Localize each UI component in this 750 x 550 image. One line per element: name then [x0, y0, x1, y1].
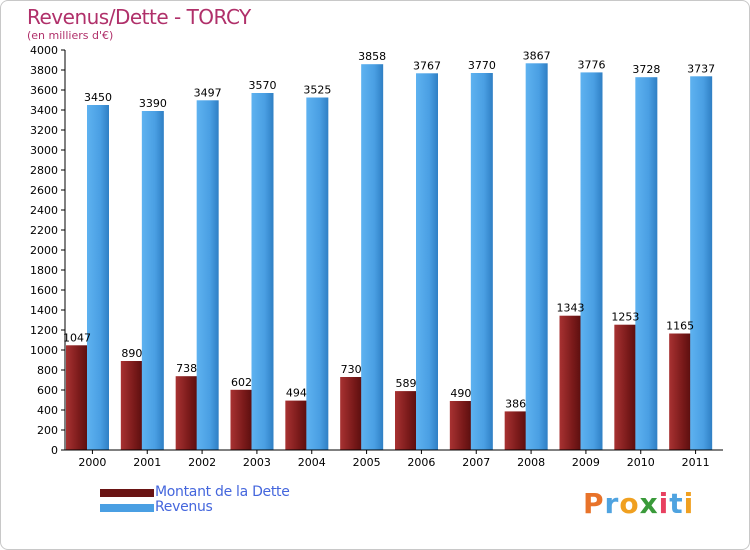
- data-label-debt-2008: 386: [505, 397, 526, 410]
- chart-title: Revenus/Dette - TORCY: [27, 5, 251, 29]
- legend-swatch-revenue: [100, 504, 154, 512]
- logo-letter: x: [639, 487, 659, 520]
- y-tick-label: 3800: [30, 64, 58, 77]
- bar-revenue-2010: [635, 77, 658, 450]
- y-tick-label: 2800: [30, 164, 58, 177]
- data-label-revenue-2005: 3858: [358, 50, 386, 63]
- y-tick-label: 2200: [30, 224, 58, 237]
- x-axis: 2000 2001 2002 2003 2004 2005 2006 2007 2008 2009…: [65, 449, 723, 469]
- logo-letter: r: [604, 487, 620, 520]
- data-label-debt-2011: 1165: [666, 320, 694, 333]
- y-tick-label: 2600: [30, 184, 58, 197]
- data-label-revenue-2007: 3770: [468, 59, 496, 72]
- y-tick-label: 3600: [30, 84, 58, 97]
- bar-debt-2010: [614, 324, 637, 450]
- data-label-revenue-2008: 3867: [523, 49, 551, 62]
- bar-debt-2006: [395, 391, 417, 450]
- bar-debt-2007: [449, 401, 472, 450]
- bar-debt-2009: [559, 315, 582, 450]
- legend-label-debt: Montant de la Dette: [155, 484, 290, 500]
- y-tick-label: 3400: [30, 104, 58, 117]
- bar-revenue-2011: [690, 76, 713, 451]
- data-label-revenue-2009: 3776: [578, 58, 606, 71]
- x-tick-label-2003: 2003: [243, 456, 271, 469]
- bar-debt-2005: [340, 377, 363, 450]
- y-tick-label: 600: [37, 384, 58, 397]
- bar-revenue-2003: [251, 93, 274, 450]
- bar-debt-2000: [66, 345, 88, 450]
- x-tick-label-2008: 2008: [517, 456, 545, 469]
- bar-revenue-2009: [580, 72, 603, 451]
- bars: 1047 3450 890 3390 738 3497 602 3570 494 3525 730 3…: [63, 49, 715, 451]
- data-label-debt-2007: 490: [450, 387, 471, 400]
- y-tick-label: 4000: [30, 44, 58, 57]
- y-tick-label: 1200: [30, 324, 58, 337]
- y-tick-label: 1400: [30, 304, 58, 317]
- data-label-debt-2004: 494: [286, 387, 307, 400]
- bar-revenue-2005: [361, 64, 384, 450]
- bar-revenue-2000: [87, 105, 109, 450]
- x-tick-label-2006: 2006: [407, 456, 435, 469]
- data-label-revenue-2004: 3525: [303, 84, 331, 97]
- data-label-debt-2009: 1343: [557, 302, 585, 315]
- bar-debt-2003: [230, 389, 253, 450]
- x-tick-label-2005: 2005: [353, 456, 381, 469]
- legend-swatch-debt: [100, 489, 154, 497]
- data-label-debt-2005: 730: [341, 363, 362, 376]
- logo-letter: i: [683, 487, 695, 520]
- bar-revenue-2002: [196, 100, 219, 451]
- bar-debt-2001: [120, 361, 143, 450]
- data-label-debt-2002: 738: [176, 362, 197, 375]
- bar-revenue-2008: [525, 63, 548, 451]
- data-label-debt-2006: 589: [396, 377, 417, 390]
- x-tick-label-2001: 2001: [133, 456, 161, 469]
- x-tick-label-2007: 2007: [462, 456, 490, 469]
- bar-revenue-2006: [416, 73, 438, 451]
- y-tick-label: 1000: [30, 344, 58, 357]
- y-tick-label: 400: [37, 404, 58, 417]
- x-tick-label-2000: 2000: [78, 456, 106, 469]
- data-label-revenue-2001: 3390: [139, 97, 167, 110]
- data-label-revenue-2011: 3737: [687, 62, 715, 75]
- bar-revenue-2004: [306, 97, 329, 450]
- bar-debt-2002: [175, 376, 198, 450]
- x-tick-label-2004: 2004: [298, 456, 326, 469]
- bar-revenue-2001: [141, 111, 164, 450]
- bar-revenue-2007: [470, 73, 493, 450]
- x-tick-label-2009: 2009: [572, 456, 600, 469]
- y-axis: 0 200 400 600 800 1000 1200 1400 1600 1800 2000 220…: [30, 44, 66, 457]
- bar-debt-2011: [669, 333, 692, 450]
- data-label-debt-2000: 1047: [63, 331, 91, 344]
- y-tick-label: 800: [37, 364, 58, 377]
- bar-debt-2004: [285, 400, 308, 450]
- logo-letter: P: [583, 487, 605, 520]
- y-tick-label: 2000: [30, 244, 58, 257]
- x-tick-label-2002: 2002: [188, 456, 216, 469]
- bar-chart: 0 200 400 600 800 1000 1200 1400 1600 1800 2000 220…: [30, 44, 723, 469]
- data-label-debt-2010: 1253: [611, 311, 639, 324]
- logo-letter: i: [658, 487, 670, 520]
- y-tick-label: 200: [37, 424, 58, 437]
- data-label-revenue-2003: 3570: [249, 79, 277, 92]
- x-tick-label-2010: 2010: [627, 456, 655, 469]
- data-label-debt-2003: 602: [231, 376, 252, 389]
- data-label-revenue-2002: 3497: [194, 86, 222, 99]
- bar-debt-2008: [504, 411, 527, 450]
- y-tick-label: 1800: [30, 264, 58, 277]
- logo-letter: t: [669, 487, 684, 520]
- y-tick-label: 0: [51, 444, 58, 457]
- chart-subtitle: (en milliers d'€): [27, 29, 114, 42]
- logo-letter: o: [619, 487, 640, 520]
- y-tick-label: 1600: [30, 284, 58, 297]
- data-label-revenue-2010: 3728: [632, 63, 660, 76]
- x-tick-label-2011: 2011: [682, 456, 710, 469]
- y-tick-label: 2400: [30, 204, 58, 217]
- y-tick-label: 3000: [30, 144, 58, 157]
- data-label-debt-2001: 890: [121, 347, 142, 360]
- legend-label-revenue: Revenus: [155, 499, 213, 515]
- y-tick-label: 3200: [30, 124, 58, 137]
- data-label-revenue-2006: 3767: [413, 59, 441, 72]
- data-label-revenue-2000: 3450: [84, 91, 112, 104]
